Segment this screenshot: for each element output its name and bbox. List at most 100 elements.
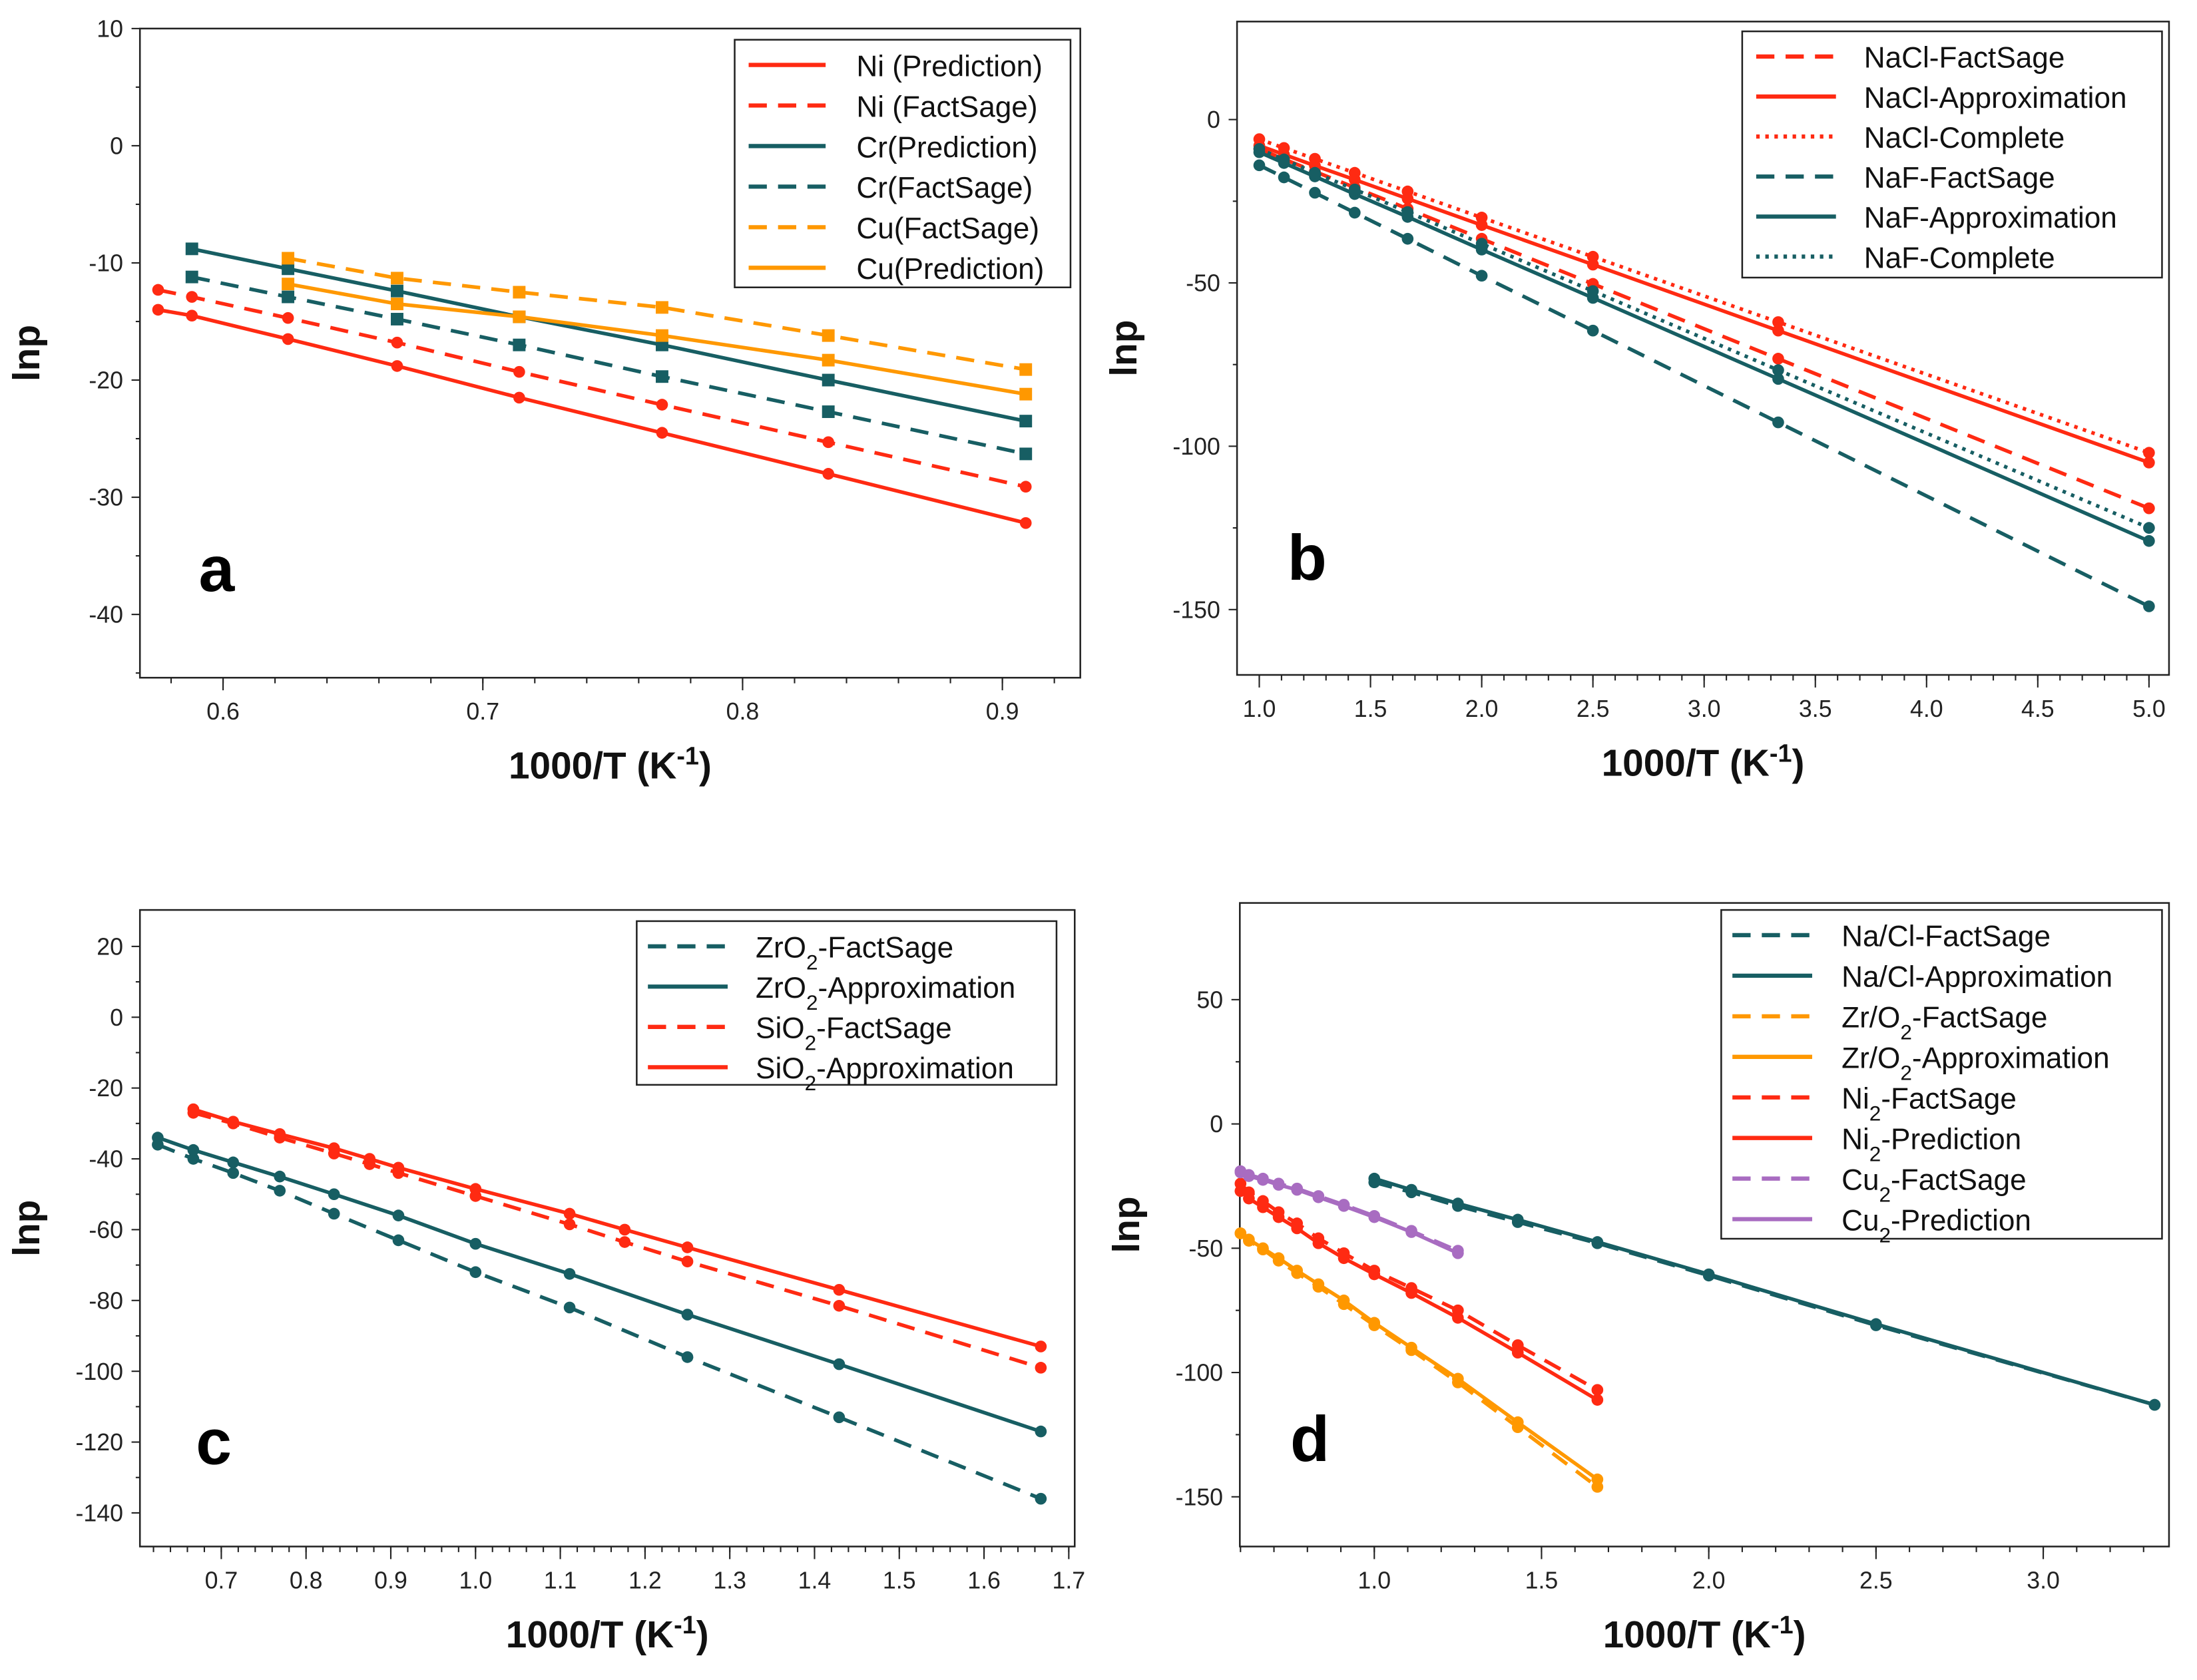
label-part: NaF-Approximation bbox=[1864, 202, 2117, 234]
data-point bbox=[822, 353, 835, 367]
data-point bbox=[833, 1411, 846, 1424]
x-tick-label: 0.9 bbox=[374, 1568, 407, 1594]
data-point bbox=[1243, 1192, 1255, 1205]
y-axis-label: lnp bbox=[6, 1200, 48, 1257]
data-point bbox=[469, 1237, 482, 1250]
data-point bbox=[656, 427, 668, 439]
panel-d: 50 0 -50 -100 -150 1.0 1.5 2.0 2.5 3.0 1000/T (K-1… bbox=[1106, 902, 2170, 1656]
data-point bbox=[1309, 166, 1321, 179]
legend-label: Zr/O2-FactSage bbox=[1841, 1002, 2047, 1044]
label-part: Cu(Prediction) bbox=[856, 253, 1044, 286]
data-point bbox=[2143, 502, 2155, 515]
subscript: 2 bbox=[1869, 1142, 1881, 1166]
x-axis-label-main: 1000/T (K bbox=[1602, 742, 1770, 784]
data-point bbox=[1338, 1252, 1350, 1265]
x-tick-label: 1.4 bbox=[798, 1568, 832, 1594]
legend-label: ZrO2-Approximation bbox=[756, 972, 1015, 1014]
data-point bbox=[656, 399, 668, 411]
data-point bbox=[822, 329, 835, 342]
x-tick-label: 1.3 bbox=[713, 1568, 746, 1594]
data-point bbox=[1511, 1416, 1524, 1428]
legend-label: ZrO2-FactSage bbox=[756, 932, 953, 974]
data-point bbox=[1772, 324, 1784, 337]
series-line bbox=[191, 275, 1027, 456]
legend-box bbox=[734, 39, 1072, 289]
data-point bbox=[1234, 1185, 1247, 1197]
series-zr-o2-approximation bbox=[1234, 1227, 1604, 1486]
y-tick-label: -150 bbox=[1176, 1484, 1224, 1510]
label-part: SiO bbox=[756, 1052, 805, 1085]
series-line bbox=[1373, 1177, 2156, 1407]
label-part: -FactSage bbox=[816, 1012, 952, 1045]
label-part: SiO bbox=[756, 1012, 805, 1045]
x-tick-label: 1.1 bbox=[544, 1568, 577, 1594]
series-line bbox=[288, 256, 1027, 371]
legend-label: Zr/O2-Approximation bbox=[1841, 1042, 2110, 1085]
y-tick-label: -40 bbox=[89, 602, 123, 628]
data-point bbox=[185, 270, 198, 284]
legend-label: NaF-Complete bbox=[1864, 242, 2055, 274]
panel-a: 10 0 -10 -20 -30 -40 0.6 0.7 0.8 0.9 1000/T (K-1) l… bbox=[6, 16, 1081, 787]
x-tick-label: 2.5 bbox=[1577, 696, 1610, 722]
x-tick-label: 1.0 bbox=[1357, 1568, 1391, 1594]
label-part: NaCl-FactSage bbox=[1864, 42, 2065, 75]
data-point bbox=[1772, 353, 1784, 365]
x-tick-label: 4.5 bbox=[2021, 696, 2055, 722]
data-point bbox=[1035, 1425, 1047, 1438]
data-point bbox=[1368, 1172, 1381, 1185]
x-axis-label: 1000/T (K-1) bbox=[509, 743, 712, 787]
x-axis-label-main: 1000/T (K bbox=[509, 745, 676, 787]
data-point bbox=[1401, 232, 1414, 245]
data-point bbox=[1035, 1341, 1047, 1353]
data-point bbox=[2143, 600, 2155, 612]
label-part: Cr(Prediction) bbox=[856, 131, 1037, 164]
data-point bbox=[1587, 285, 1599, 298]
data-point bbox=[513, 286, 526, 299]
series-ni-prediction- bbox=[152, 304, 1032, 529]
y-tick-label: -30 bbox=[89, 485, 123, 511]
x-axis-label: 1000/T (K-1) bbox=[1603, 1611, 1806, 1656]
label-part: -Prediction bbox=[1881, 1124, 2021, 1156]
x-axis-label: 1000/T (K-1) bbox=[506, 1611, 709, 1656]
data-point bbox=[681, 1351, 694, 1363]
x-tick-label: 3.0 bbox=[2027, 1568, 2060, 1594]
data-point bbox=[656, 329, 668, 342]
series-ni2-prediction bbox=[1234, 1185, 1604, 1406]
data-point bbox=[274, 1128, 286, 1140]
data-point bbox=[513, 391, 525, 404]
data-point bbox=[1035, 1362, 1047, 1374]
subscript: 2 bbox=[805, 1071, 817, 1095]
data-point bbox=[282, 333, 294, 345]
legend-label: NaCl-Complete bbox=[1864, 122, 2065, 154]
label-part: Zr/O bbox=[1841, 1002, 1900, 1034]
y-tick-label: -60 bbox=[89, 1217, 123, 1243]
data-point bbox=[1291, 1265, 1304, 1277]
y-axis-label: lnp bbox=[1103, 320, 1145, 377]
y-tick-label: -40 bbox=[89, 1146, 123, 1173]
data-point bbox=[1257, 1201, 1269, 1213]
label-part: -FactSage bbox=[1912, 1002, 2048, 1034]
data-point bbox=[2143, 522, 2155, 534]
label-part: NaF-Complete bbox=[1864, 242, 2055, 274]
data-point bbox=[1019, 447, 1033, 461]
data-point bbox=[152, 304, 164, 316]
series-line bbox=[1258, 147, 2150, 530]
label-part: Na/Cl-Approximation bbox=[1841, 961, 2112, 994]
label-part: Cu bbox=[1841, 1163, 1879, 1196]
data-point bbox=[328, 1207, 340, 1220]
label-part: -FactSage bbox=[1891, 1163, 2027, 1196]
data-point bbox=[1272, 1252, 1285, 1265]
subscript: 2 bbox=[806, 990, 818, 1014]
data-point bbox=[227, 1116, 240, 1128]
series-cr-factsage- bbox=[185, 270, 1033, 461]
series-na-cl-approximation bbox=[1368, 1172, 2161, 1411]
data-point bbox=[1368, 1317, 1381, 1329]
legend: Na/Cl-FactSageNa/Cl-ApproximationZr/O2-F… bbox=[1720, 909, 2163, 1247]
data-point bbox=[1401, 206, 1414, 218]
label-part: NaF-FactSage bbox=[1864, 162, 2055, 194]
data-point bbox=[1243, 1170, 1255, 1182]
data-point bbox=[1348, 183, 1361, 196]
series-naf-factsage bbox=[1253, 159, 2155, 612]
data-point bbox=[1312, 1191, 1325, 1203]
